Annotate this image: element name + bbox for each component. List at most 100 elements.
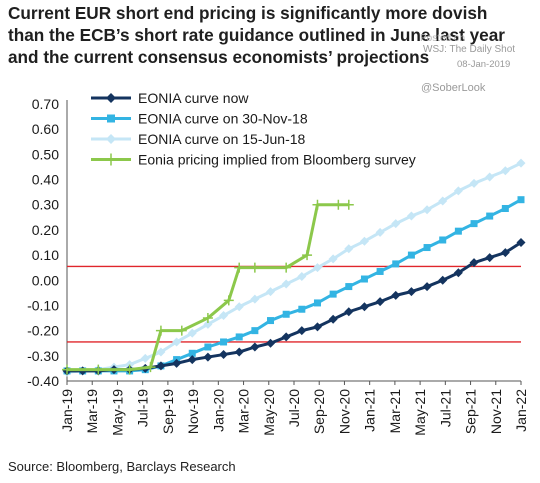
data-point <box>267 317 275 325</box>
data-point <box>485 172 495 182</box>
data-point <box>234 347 244 357</box>
x-tick-label: Nov-21 <box>488 389 504 434</box>
data-point <box>298 305 306 313</box>
data-point <box>312 199 323 210</box>
data-point <box>453 186 463 196</box>
data-point <box>219 311 229 321</box>
data-point <box>266 338 276 348</box>
x-tick-label: Jan-21 <box>362 389 378 432</box>
data-point <box>145 362 156 373</box>
data-point <box>250 342 260 352</box>
data-point <box>454 227 462 235</box>
legend-label: EONIA curve now <box>138 90 249 106</box>
watermark-posted: Posted on <box>420 33 466 44</box>
x-tick-label: Nov-19 <box>185 389 201 434</box>
x-tick-label: Sep-19 <box>160 389 176 434</box>
data-point <box>407 251 415 259</box>
data-point <box>234 302 244 312</box>
data-point <box>155 325 166 336</box>
data-point <box>251 327 259 335</box>
data-point <box>156 361 166 371</box>
data-point <box>500 166 510 176</box>
data-point <box>62 364 72 375</box>
data-point <box>439 236 447 244</box>
data-point <box>345 283 353 291</box>
data-point <box>234 262 245 273</box>
y-tick-label: 0.20 <box>32 222 59 238</box>
data-point <box>187 328 197 338</box>
data-point <box>203 352 213 362</box>
x-tick-label: Jan-22 <box>513 389 529 432</box>
x-tick-label: Jan-19 <box>59 389 75 432</box>
data-point <box>375 297 385 307</box>
legend-marker <box>106 134 116 144</box>
y-tick-label: 0.70 <box>32 96 59 112</box>
y-tick-label: -0.30 <box>27 348 59 364</box>
data-point <box>176 325 187 336</box>
data-point <box>235 333 243 341</box>
x-tick-label: Mar-19 <box>84 389 100 434</box>
data-point <box>392 260 400 268</box>
data-point <box>281 332 291 342</box>
data-point <box>344 244 354 254</box>
data-point <box>333 199 344 210</box>
data-point <box>302 250 313 261</box>
data-point <box>281 279 291 289</box>
legend-marker <box>105 153 117 166</box>
legend-label: EONIA curve on 15-Jun-18 <box>138 131 306 147</box>
data-point <box>125 360 135 370</box>
data-point <box>438 196 448 206</box>
y-tick-label: 0.10 <box>32 247 59 263</box>
data-point <box>223 295 234 306</box>
data-point <box>156 347 166 357</box>
title-line: than the ECB’s short rate guidance outli… <box>8 25 505 45</box>
data-point <box>485 253 495 263</box>
data-point <box>469 178 479 188</box>
data-point <box>172 337 182 347</box>
x-tick-label: Jul-20 <box>286 389 302 427</box>
x-tick-label: May-19 <box>109 389 125 436</box>
x-tick-label: May-20 <box>261 389 277 436</box>
data-point <box>375 227 385 237</box>
watermark-source: WSJ: The Daily Shot <box>423 44 516 55</box>
data-point <box>500 248 510 258</box>
source-note: Source: Bloomberg, Barclays Research <box>8 459 236 474</box>
legend-label: Eonia pricing implied from Bloomberg sur… <box>138 152 416 168</box>
data-point <box>204 343 212 351</box>
x-tick-label: Nov-20 <box>336 389 352 434</box>
y-tick-label: 0.30 <box>32 197 59 213</box>
x-tick-label: Mar-20 <box>236 389 252 434</box>
x-tick-label: Sep-21 <box>463 389 479 434</box>
data-point <box>422 282 432 292</box>
data-point <box>406 211 416 221</box>
data-point <box>328 254 338 264</box>
legend-label: EONIA curve on 30-Nov-18 <box>138 111 308 127</box>
data-point <box>406 287 416 297</box>
y-tick-label: -0.40 <box>27 373 59 389</box>
x-tick-label: Jul-21 <box>437 389 453 427</box>
data-point <box>188 349 196 357</box>
data-point <box>486 212 494 220</box>
data-point <box>359 236 369 246</box>
data-point <box>249 262 260 273</box>
series-line <box>67 198 522 373</box>
data-point <box>328 314 338 324</box>
data-point <box>359 302 369 312</box>
data-point <box>422 205 432 215</box>
data-point <box>470 220 478 228</box>
data-point <box>281 262 292 273</box>
data-point <box>391 290 401 300</box>
x-tick-label: Jul-19 <box>135 389 151 427</box>
title-line: and the current consensus economists’ pr… <box>8 47 430 67</box>
data-point <box>469 258 479 268</box>
data-point <box>219 350 229 360</box>
data-point <box>516 158 526 168</box>
data-point <box>202 313 213 324</box>
data-point <box>517 196 525 204</box>
watermark-handle: @SoberLook <box>421 82 486 94</box>
y-tick-label: 0.00 <box>32 272 59 288</box>
data-point <box>220 338 228 346</box>
data-point <box>93 364 104 375</box>
data-point <box>360 275 368 283</box>
